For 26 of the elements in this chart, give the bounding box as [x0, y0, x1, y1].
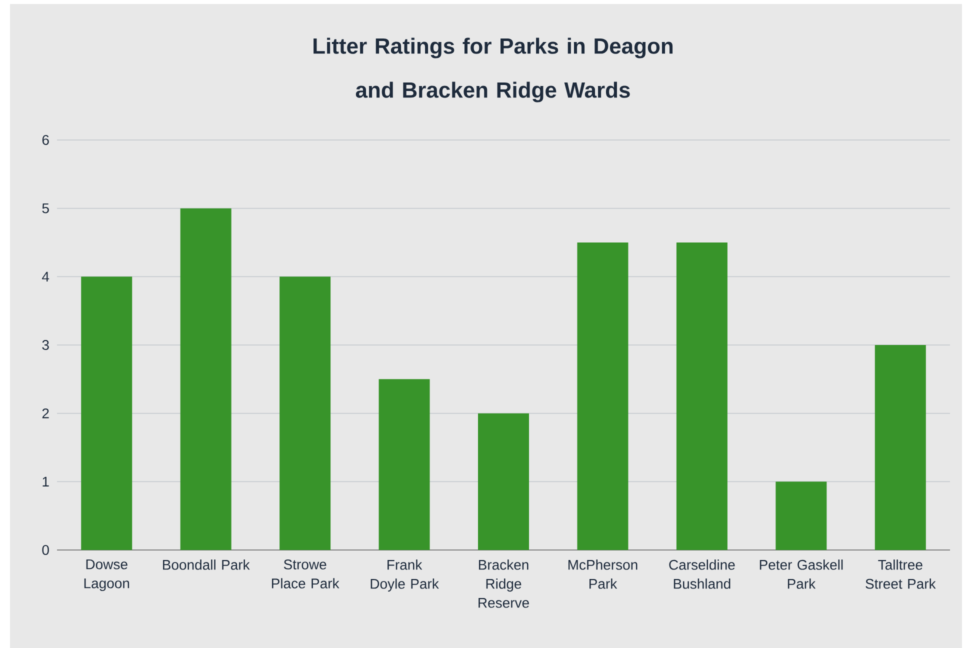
bar — [81, 276, 132, 550]
y-tick-label: 2 — [42, 408, 49, 418]
y-tick-label: 5 — [42, 203, 49, 214]
bar — [776, 482, 827, 550]
y-tick-label: 6 — [42, 135, 49, 145]
y-tick-label: 1 — [42, 476, 49, 486]
bar — [676, 242, 728, 550]
x-tick-label: Frank Doyle Park — [370, 560, 439, 592]
bar — [280, 276, 331, 550]
y-tick-label: 4 — [42, 272, 50, 282]
bar — [378, 379, 430, 550]
y-tick-label: 3 — [42, 340, 49, 350]
bar — [180, 208, 232, 550]
x-tick-label: Carseldine Bushland — [669, 560, 735, 589]
y-tick-label: 0 — [42, 545, 49, 555]
bar — [577, 242, 628, 550]
x-tick-label: Peter Gaskell Park — [760, 560, 843, 589]
x-tick-label: Boondall Park — [163, 560, 250, 570]
x-tick-label: Dowse Lagoon — [84, 560, 130, 592]
x-tick-label: Talltree Street Park — [866, 560, 936, 589]
bar — [478, 413, 530, 550]
chart-title: Litter Ratings for Parks in Deagon and Bracken Ridge Wards — [314, 38, 673, 102]
x-tick-label: Strowe Place Park — [272, 560, 340, 588]
x-tick-label: McPherson Park — [568, 560, 638, 589]
bar — [874, 345, 926, 550]
x-tick-label: Bracken Ridge Reserve — [478, 560, 529, 608]
